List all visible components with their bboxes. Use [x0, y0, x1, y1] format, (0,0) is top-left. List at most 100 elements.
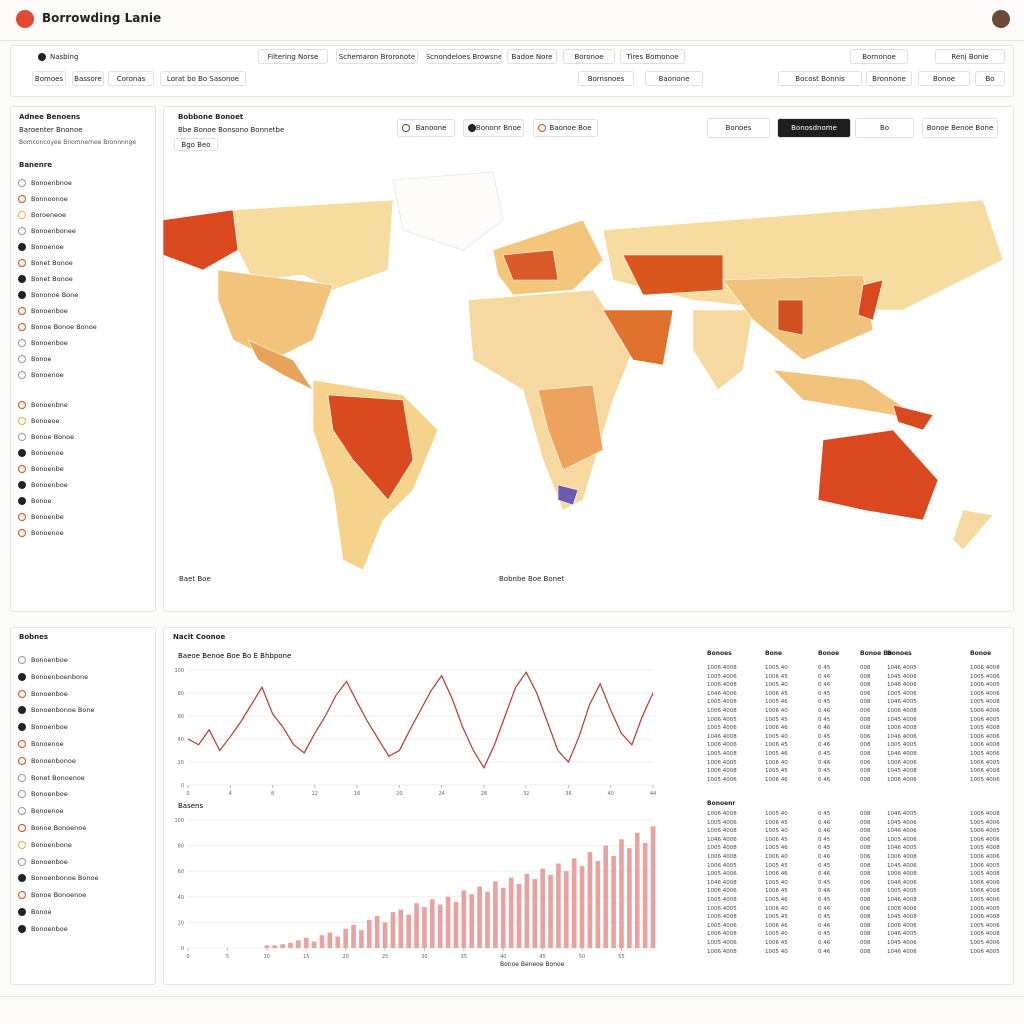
- table-cell: 1046 4006: [887, 828, 917, 835]
- sidebar-item[interactable]: Bonet Bonoe: [31, 275, 73, 283]
- list-item[interactable]: Bonoenboe: [31, 656, 68, 664]
- list-item[interactable]: Bonoenoe: [31, 807, 64, 816]
- toolbar-button[interactable]: Bornonoe: [850, 49, 908, 64]
- list-item[interactable]: Bonoenboe: [31, 723, 68, 732]
- icon[interactable]: [402, 124, 410, 132]
- icon: [18, 291, 26, 299]
- sidebar-item[interactable]: Boroeneoe: [31, 211, 67, 219]
- y-tick-label: 40: [178, 895, 184, 901]
- toolbar-button[interactable]: Bassore: [72, 71, 104, 86]
- sidebar-item[interactable]: Bononoe Bone: [31, 291, 79, 299]
- icon: [18, 723, 26, 732]
- sidebar-item[interactable]: Bonoenboe: [31, 481, 68, 489]
- avatar[interactable]: [992, 10, 1010, 28]
- icon[interactable]: [468, 124, 476, 132]
- toolbar-button[interactable]: Bronnone: [866, 71, 912, 86]
- table-cell: 1006 4006: [970, 708, 1000, 714]
- list-item[interactable]: Bonoe: [31, 908, 52, 916]
- sidebar-item[interactable]: Bonoe Bonoe Bonoe: [31, 323, 97, 331]
- sidebar-item[interactable]: Bonoenoe: [31, 243, 64, 251]
- list-item[interactable]: Bonet Bonoenoe: [31, 773, 85, 782]
- toolbar-button[interactable]: Scnondeloes Browsne: [426, 49, 502, 64]
- sidebar-item[interactable]: Bonoenbe: [31, 465, 64, 473]
- bar: [414, 903, 419, 948]
- list-item[interactable]: Bonoenboe: [31, 857, 68, 866]
- toolbar-button[interactable]: Bo: [975, 71, 1005, 86]
- list-item[interactable]: Bonoenbonoe Bonoe: [31, 874, 99, 883]
- list-item[interactable]: Bonoenbonoe Bone: [31, 706, 95, 715]
- list-item[interactable]: Bonoenboe: [31, 924, 68, 933]
- china-region: [777, 299, 804, 336]
- table-cell: 1005 4006: [970, 819, 1000, 826]
- list-item[interactable]: Bonoenbone: [31, 840, 72, 849]
- toolbar-button[interactable]: Renj Bonie: [935, 49, 1005, 64]
- map-control[interactable]: Bonoe Benoe Bone: [922, 118, 998, 138]
- bar: [351, 924, 356, 948]
- table-cell: 1005 4006: [970, 673, 1000, 680]
- toolbar-button[interactable]: Badoe Nore: [507, 49, 557, 64]
- sidebar-item[interactable]: Bonoe Bonoe: [31, 433, 75, 441]
- world-map: [163, 171, 1004, 570]
- bar: [335, 936, 341, 948]
- icon[interactable]: [538, 124, 546, 132]
- list-item[interactable]: Bonoenboe: [31, 790, 68, 799]
- toolbar-button[interactable]: Filtering Norse: [258, 49, 328, 64]
- sidebar-item[interactable]: Bonoeoe: [31, 417, 60, 425]
- legend-button[interactable]: Bononr Bnoe: [463, 119, 524, 137]
- table-cell: 006: [860, 690, 871, 697]
- sidebar-item[interactable]: Bonoenbne: [31, 401, 68, 409]
- table-cell: 008: [860, 768, 871, 775]
- legend-button[interactable]: Baonoe Boe: [533, 119, 598, 137]
- sidebar-item[interactable]: Bonoenoe: [31, 449, 64, 457]
- toolbar-button[interactable]: Boronoe: [563, 49, 615, 64]
- sidebar-item[interactable]: Bonoenbnoe: [31, 179, 72, 187]
- sidebar-item[interactable]: Bonoenboe: [31, 307, 68, 315]
- table-cell: 0 46: [818, 854, 831, 860]
- sidebar-item[interactable]: Bonoenbe: [31, 513, 64, 521]
- table-cell: 1006 45: [765, 836, 788, 843]
- sidebar-item[interactable]: Bonoenbonee: [31, 227, 76, 235]
- table-cell: 006: [860, 854, 871, 860]
- toolbar-button[interactable]: Bornsnoes: [578, 71, 634, 86]
- sidebar-item[interactable]: Bonoe: [31, 497, 52, 505]
- toolbar-button[interactable]: Coronas: [108, 71, 154, 86]
- table-cell: 1005 45: [765, 914, 788, 921]
- charts: Baeoe Benoe Boe Bo E Bhbpone020406080100…: [174, 652, 656, 960]
- sidebar-item[interactable]: Bonoe: [31, 355, 52, 363]
- list-item[interactable]: Bonoenbonoe: [31, 756, 76, 765]
- list-item[interactable]: Bonoenboe: [31, 689, 68, 698]
- list-item[interactable]: Bonoe Bonoenoe: [31, 824, 87, 832]
- table-cell: 1006 46: [765, 871, 788, 878]
- map-control[interactable]: Bonoes: [707, 118, 770, 138]
- map-control[interactable]: Bonosdnome: [777, 118, 851, 138]
- list-item[interactable]: Bonoe Bonoenoe: [31, 891, 87, 900]
- sidebar-item[interactable]: Bonoenoe: [31, 371, 64, 379]
- icon: [18, 773, 26, 782]
- table-cell: 008: [860, 819, 871, 826]
- toolbar-button[interactable]: Schemaron Broronote: [336, 49, 418, 64]
- table-cell: 0 46: [818, 940, 831, 946]
- toolbar-button[interactable]: Tires Bomonoe: [620, 49, 685, 64]
- toolbar-button[interactable]: Lorat bo Bo Sasonoe: [160, 71, 246, 86]
- chart-title: Baeoe Benoe Boe Bo E Bhbpone: [178, 652, 291, 660]
- legend-button[interactable]: Banoone: [397, 119, 455, 137]
- map-tag[interactable]: Bgo Beo: [174, 138, 218, 151]
- icon: [18, 433, 26, 441]
- toolbar-button[interactable]: Bonoe: [918, 71, 970, 86]
- sidebar-item[interactable]: Bonet Bonoe: [31, 259, 73, 267]
- table-cell: 1006 4005: [707, 905, 737, 912]
- sidebar-item[interactable]: Bonnoonoe: [31, 195, 68, 203]
- x-tick-label: 24: [438, 791, 444, 797]
- toolbar-button[interactable]: Bocost Bonnis: [778, 71, 862, 86]
- table-cell: 1006 4008: [707, 811, 737, 817]
- table-cell: 1006 4008: [707, 931, 737, 938]
- sidebar-section: Banenre: [19, 161, 52, 169]
- table-cell: 0 46: [818, 759, 831, 766]
- toolbar-button[interactable]: Baonone: [645, 71, 703, 86]
- sidebar-item[interactable]: Bonoenoe: [31, 529, 64, 537]
- toolbar-button[interactable]: Bomoes: [32, 71, 66, 86]
- sidebar-item[interactable]: Bonoenboe: [31, 339, 68, 347]
- list-item[interactable]: Bonoenoe: [31, 740, 64, 748]
- list-item[interactable]: Bonoenboenbone: [31, 672, 89, 681]
- map-control[interactable]: Bo: [855, 118, 914, 138]
